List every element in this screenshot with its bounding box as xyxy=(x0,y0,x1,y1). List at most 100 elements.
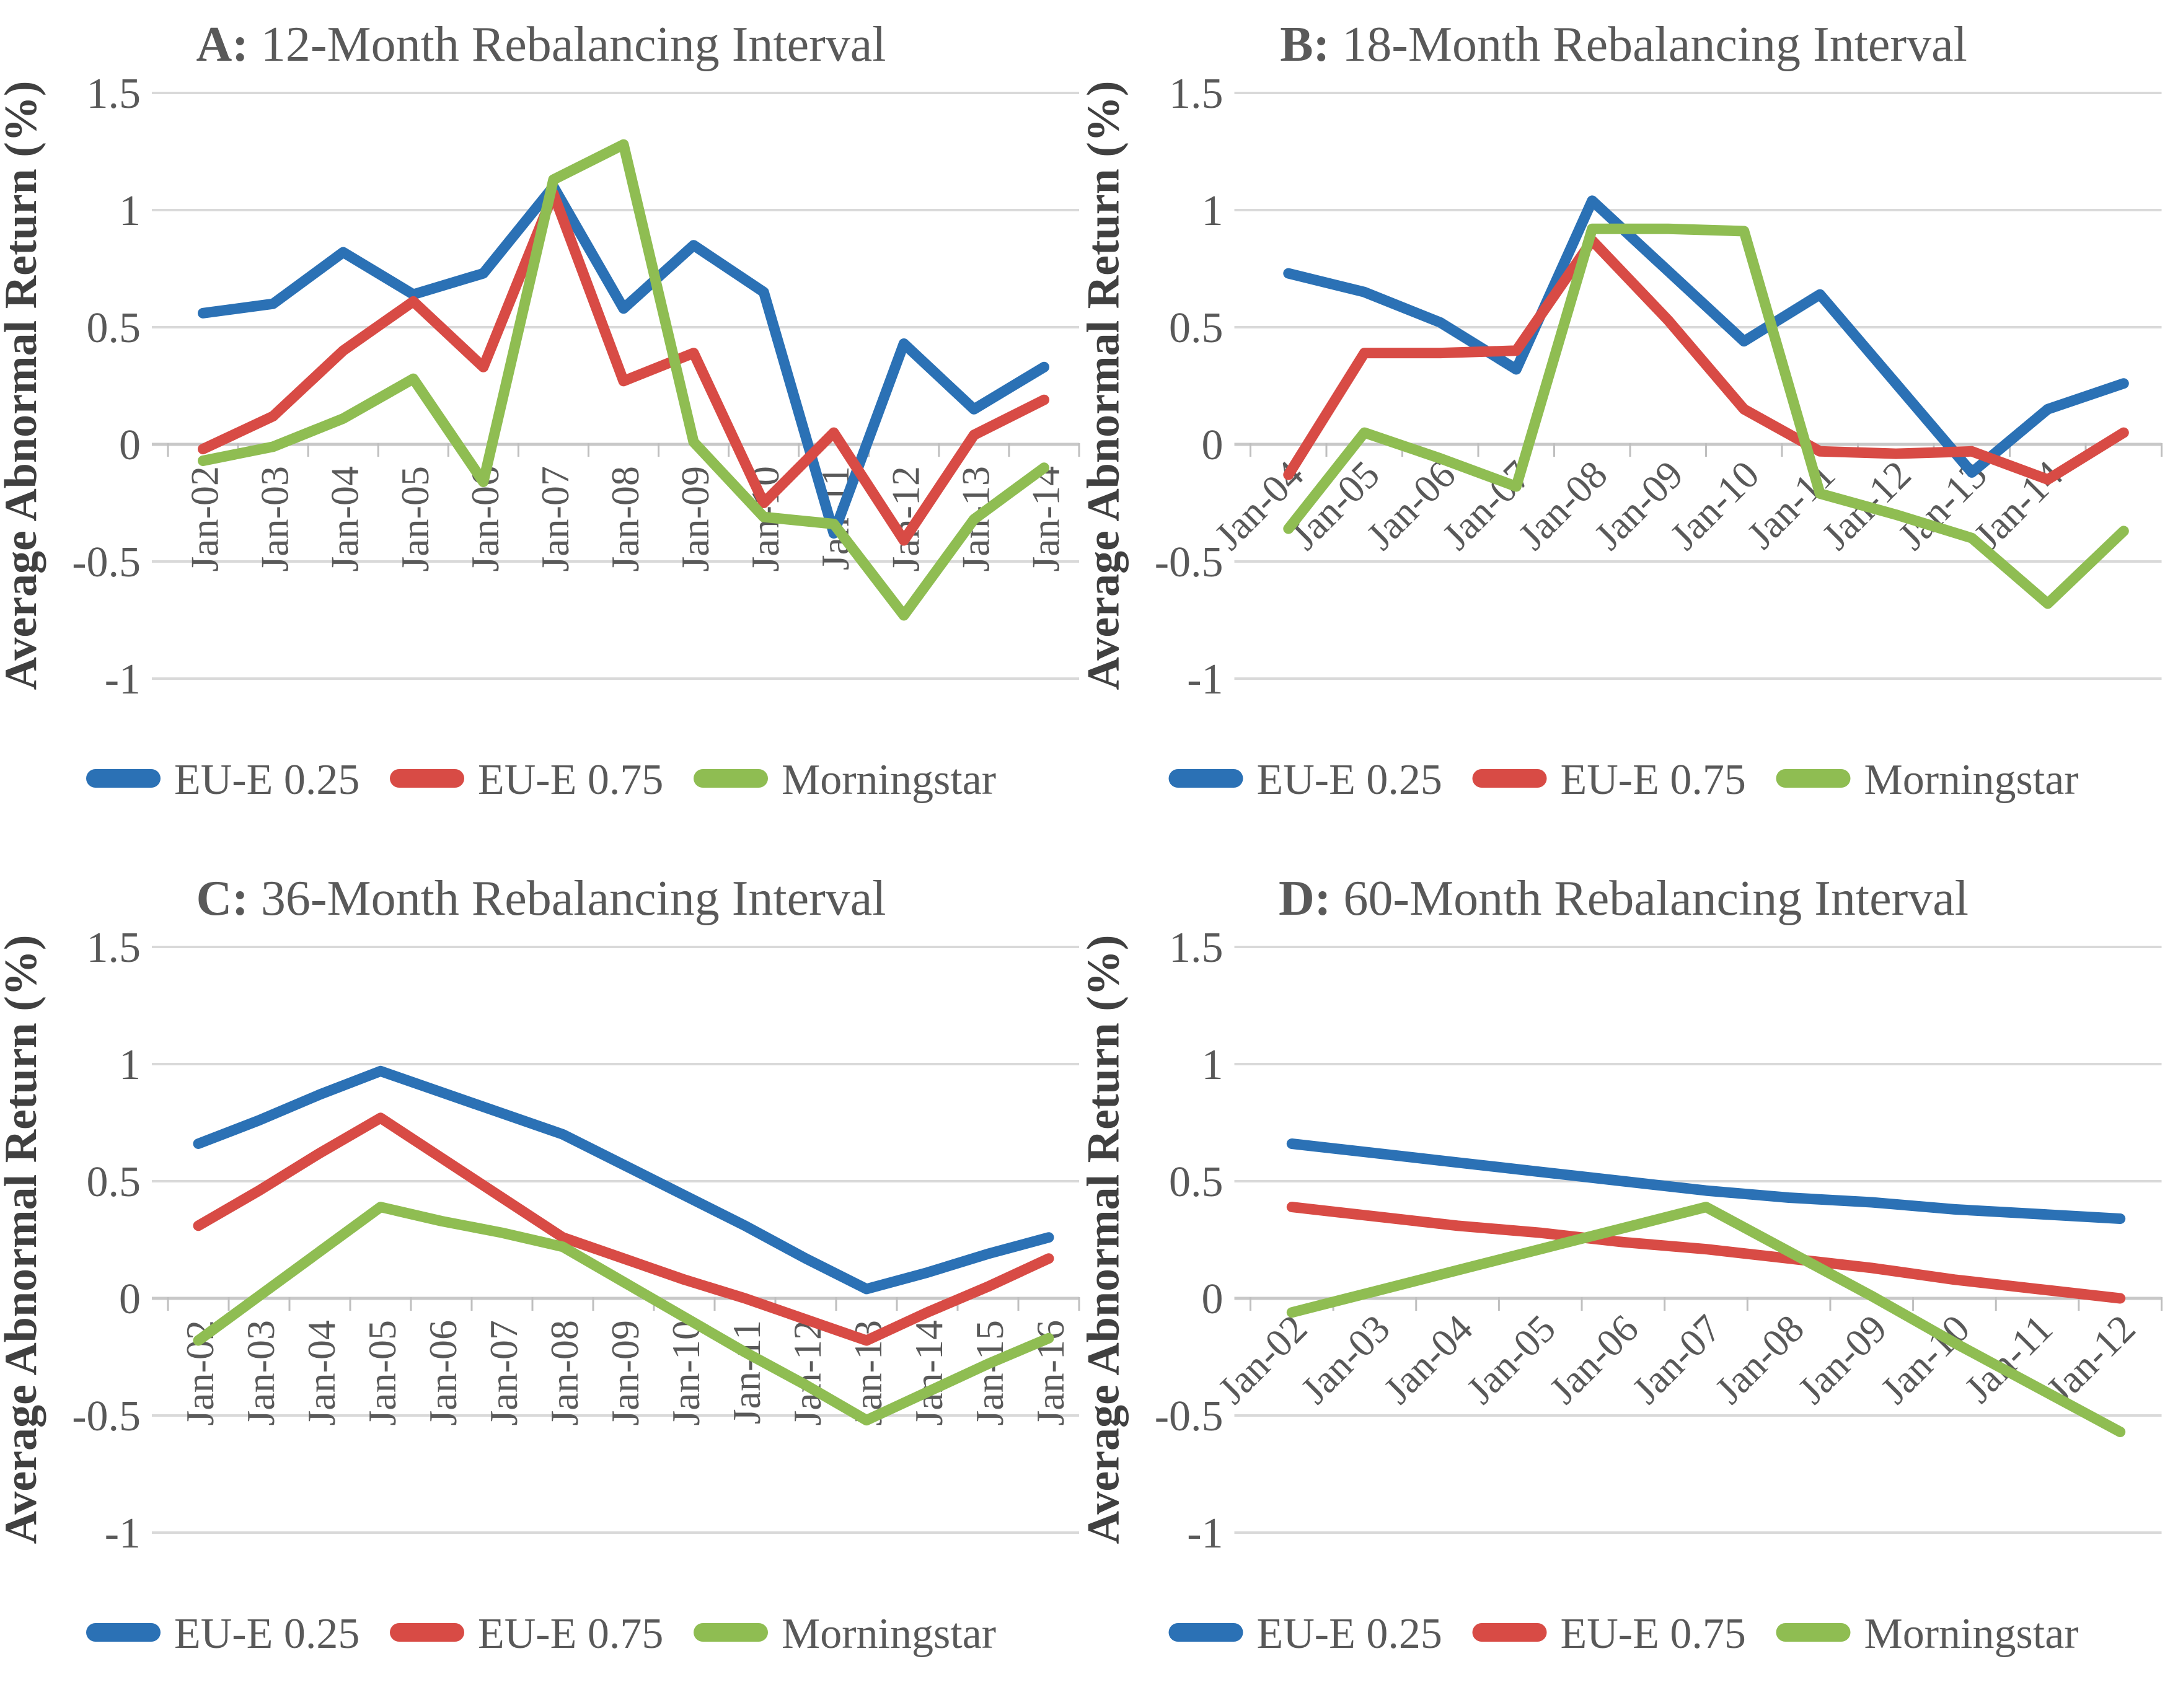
x-tick-label: Jan-06 xyxy=(1358,452,1464,558)
y-tick-label: -0.5 xyxy=(72,1393,141,1440)
x-tick-label: Jan-03 xyxy=(1292,1306,1398,1412)
y-tick-label: -1 xyxy=(105,656,141,703)
y-tick-label: 0.5 xyxy=(87,304,141,352)
y-tick-label: 0.5 xyxy=(1169,304,1224,352)
legend-label: EU-E 0.75 xyxy=(1561,756,1746,804)
x-tick-label: Jan-05 xyxy=(1458,1306,1564,1412)
y-tick-label: -1 xyxy=(1187,1510,1223,1557)
legend-label: Morningstar xyxy=(1864,756,2079,804)
x-tick-label: Jan-02 xyxy=(1209,1306,1315,1412)
series-line-eu-e-0-75 xyxy=(198,188,1049,546)
y-axis-label: Average Abnormal Return (%) xyxy=(1082,935,1129,1544)
x-tick-label: Jan-05 xyxy=(393,466,437,572)
panel-title: B: 18-Month Rebalancing Interval xyxy=(1280,17,1967,72)
legend-swatch-eu-e-0-75 xyxy=(390,769,464,788)
y-tick-label: 0 xyxy=(1202,1275,1224,1323)
x-tick-label: Jan-09 xyxy=(673,466,717,572)
series-line-eu-e-0-25 xyxy=(193,1065,1054,1295)
y-tick-label: 0 xyxy=(1202,421,1224,469)
y-tick-label: -1 xyxy=(1187,656,1223,703)
legend-label: Morningstar xyxy=(1864,1610,2079,1658)
y-tick-label: 0.5 xyxy=(87,1158,141,1206)
panel-title: D: 60-Month Rebalancing Interval xyxy=(1279,871,1969,926)
x-tick-label: Jan-08 xyxy=(542,1320,586,1426)
legend-label: EU-E 0.25 xyxy=(1257,756,1442,804)
legend-swatch-eu-e-0-25 xyxy=(1168,1623,1243,1642)
series-line-eu-e-0-75 xyxy=(1286,1202,2126,1304)
y-tick-label: -0.5 xyxy=(72,539,141,586)
panel-B: B: 18-Month Rebalancing Interval Average … xyxy=(1082,0,2165,854)
legend-swatch-morningstar xyxy=(694,769,768,788)
legend-label: Morningstar xyxy=(782,1610,996,1658)
series-line-eu-e-0-25 xyxy=(1286,1138,2126,1224)
legend-swatch-morningstar xyxy=(1776,769,1851,788)
x-tick-label: Jan-08 xyxy=(1706,1306,1812,1412)
legend-label: Morningstar xyxy=(782,756,996,804)
y-tick-label: 1 xyxy=(119,1041,141,1089)
panel-C: C: 36-Month Rebalancing Interval Average … xyxy=(0,854,1082,1708)
x-tick-label: Jan-07 xyxy=(533,466,577,572)
x-tick-label: Jan-06 xyxy=(421,1320,465,1426)
x-tick-label: Jan-07 xyxy=(1624,1306,1730,1412)
x-tick-label: Jan-09 xyxy=(1585,452,1691,558)
series-line-morningstar xyxy=(193,1202,1054,1426)
x-tick-label: Jan-10 xyxy=(664,1320,708,1426)
legend-swatch-eu-e-0-75 xyxy=(1472,1623,1547,1642)
x-tick-label: Jan-04 xyxy=(1375,1306,1481,1412)
chart-B: B: 18-Month Rebalancing Interval Average … xyxy=(1082,17,2163,804)
legend-label: EU-E 0.25 xyxy=(1257,1610,1442,1658)
series-line-eu-e-0-75 xyxy=(1283,235,2129,485)
legend-label: EU-E 0.75 xyxy=(1561,1610,1746,1658)
series-line-morningstar xyxy=(1283,223,2129,609)
x-tick-label: Jan-03 xyxy=(253,466,297,572)
series-line-eu-e-0-75 xyxy=(193,1112,1054,1346)
x-tick-label: Jan-05 xyxy=(360,1320,404,1426)
chart-A: A: 12-Month Rebalancing Interval Average … xyxy=(0,17,1080,804)
legend-swatch-eu-e-0-75 xyxy=(390,1623,464,1642)
y-axis-label: Average Abnormal Return (%) xyxy=(0,935,46,1544)
chart-D: D: 60-Month Rebalancing Interval Average … xyxy=(1082,871,2163,1658)
x-tick-label: Jan-06 xyxy=(1541,1306,1647,1412)
y-tick-label: 1 xyxy=(1202,1041,1224,1089)
panel-title: A: 12-Month Rebalancing Interval xyxy=(196,17,886,72)
x-tick-label: Jan-08 xyxy=(603,466,647,572)
x-tick-label: Jan-11 xyxy=(725,1320,769,1424)
x-tick-label: Jan-14 xyxy=(907,1320,951,1426)
y-axis-label: Average Abnormal Return (%) xyxy=(1082,81,1129,690)
x-tick-label: Jan-04 xyxy=(323,466,367,572)
y-tick-label: 0 xyxy=(119,1275,141,1323)
y-tick-label: 1.5 xyxy=(1169,70,1224,118)
x-tick-label: Jan-09 xyxy=(603,1320,647,1426)
legend-swatch-eu-e-0-25 xyxy=(86,1623,161,1642)
legend-swatch-eu-e-0-25 xyxy=(1168,769,1243,788)
x-tick-label: Jan-03 xyxy=(239,1320,283,1426)
y-tick-label: 0.5 xyxy=(1169,1158,1224,1206)
series-line-morningstar xyxy=(1286,1202,2126,1437)
series-line-eu-e-0-25 xyxy=(198,181,1049,539)
y-tick-label: 1 xyxy=(1202,187,1224,235)
y-tick-label: 1.5 xyxy=(87,70,141,118)
legend-swatch-morningstar xyxy=(1776,1623,1851,1642)
legend-label: EU-E 0.25 xyxy=(174,756,359,804)
y-tick-label: -0.5 xyxy=(1155,539,1224,586)
legend-label: EU-E 0.75 xyxy=(478,1610,663,1658)
x-tick-label: Jan-04 xyxy=(299,1320,343,1426)
y-axis-label: Average Abnormal Return (%) xyxy=(0,81,46,690)
series-line-eu-e-0-25 xyxy=(1283,195,2129,478)
x-tick-label: Jan-02 xyxy=(183,466,227,572)
chart-C: C: 36-Month Rebalancing Interval Average … xyxy=(0,871,1080,1658)
legend-swatch-eu-e-0-25 xyxy=(86,769,161,788)
panel-title: C: 36-Month Rebalancing Interval xyxy=(196,871,886,926)
panel-A: A: 12-Month Rebalancing Interval Average … xyxy=(0,0,1082,854)
y-tick-label: -1 xyxy=(105,1510,141,1557)
legend-swatch-eu-e-0-75 xyxy=(1472,769,1547,788)
y-tick-label: 1.5 xyxy=(1169,924,1224,972)
series-line-morningstar xyxy=(198,139,1049,621)
y-tick-label: 1 xyxy=(119,187,141,235)
x-tick-label: Jan-07 xyxy=(482,1320,526,1426)
x-tick-label: Jan-09 xyxy=(1789,1306,1895,1412)
y-tick-label: -0.5 xyxy=(1155,1393,1224,1440)
legend-swatch-morningstar xyxy=(694,1623,768,1642)
legend-label: EU-E 0.25 xyxy=(174,1610,359,1658)
